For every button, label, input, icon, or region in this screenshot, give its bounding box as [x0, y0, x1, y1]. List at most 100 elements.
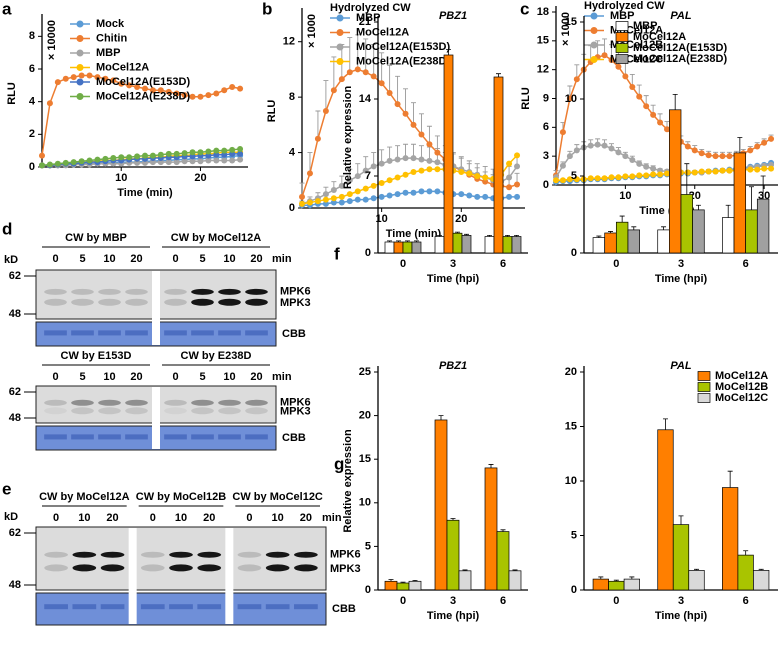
bar [508, 570, 522, 591]
bar [496, 531, 510, 591]
data-point [54, 160, 61, 167]
data-point [418, 131, 425, 138]
data-point [299, 200, 305, 207]
lane-label: 5 [199, 371, 205, 383]
data-point [126, 82, 133, 89]
data-point [410, 121, 417, 128]
data-point [118, 154, 125, 161]
legend-label: MoCel12A [356, 26, 409, 38]
data-point [314, 135, 321, 142]
data-point [322, 108, 329, 114]
y-axis-label: RLU [266, 100, 278, 123]
band [125, 298, 148, 306]
y-tick-label: 20 [359, 410, 371, 422]
y-tick-label: 0 [543, 179, 549, 191]
y-tick-label: 4 [29, 96, 36, 108]
lane-gap [152, 271, 160, 345]
band [71, 407, 94, 415]
band [44, 551, 68, 558]
legend-label: MBP [610, 10, 634, 22]
x-tick-label: 6 [500, 595, 506, 607]
data-point [229, 157, 236, 164]
y-tick-label: 21 [359, 16, 371, 28]
unit-label: min [272, 253, 292, 265]
cbb-band [191, 330, 214, 336]
cbb-band [44, 330, 67, 336]
data-point [126, 154, 133, 161]
bar [615, 221, 629, 254]
data-point [386, 192, 393, 199]
data-point [514, 163, 521, 170]
data-point [712, 168, 719, 175]
bar [680, 194, 693, 254]
data-point [615, 63, 622, 70]
marker-label: 62 [9, 270, 21, 282]
data-point [566, 176, 573, 183]
data-point [657, 171, 664, 178]
y-tick-label: 0 [29, 161, 35, 173]
band [265, 551, 290, 558]
bar [402, 241, 413, 254]
band [72, 564, 97, 572]
data-point [237, 85, 244, 92]
error-bar [400, 581, 406, 584]
group-title: CW by MoCel12A [39, 491, 130, 503]
legend-label: MBP [356, 12, 380, 24]
data-point [213, 90, 220, 97]
error-bar [505, 235, 510, 237]
data-point [636, 160, 643, 167]
data-point [205, 92, 212, 99]
band [140, 564, 165, 572]
band [140, 551, 165, 558]
chart-title: Hydrolyzed CW [330, 2, 411, 14]
cbb-band [71, 330, 94, 336]
legend-marker [76, 35, 84, 42]
bar [393, 241, 404, 254]
data-point [221, 157, 228, 164]
panel-letter: g [334, 454, 344, 473]
data-point [726, 153, 733, 160]
data-point [354, 66, 361, 73]
data-point [94, 156, 101, 163]
error-bar [395, 75, 401, 105]
legend-swatch [697, 393, 711, 403]
data-point [434, 188, 441, 195]
error-bar [661, 226, 667, 230]
data-point [402, 171, 409, 178]
error-bar [315, 110, 321, 139]
data-point [664, 170, 670, 177]
chart-title: PBZ1 [439, 10, 467, 22]
legend-marker [590, 12, 598, 20]
x-tick-label: 10 [115, 172, 127, 184]
band [197, 564, 222, 572]
cbb-band [197, 604, 222, 610]
lane-label: 20 [130, 253, 142, 265]
legend-marker [76, 20, 84, 28]
data-point [615, 149, 622, 156]
error-bar [396, 240, 401, 242]
data-point [134, 83, 141, 90]
legend-label: MoCel12A(E238D) [356, 55, 450, 67]
data-point [629, 173, 636, 180]
data-point [213, 147, 220, 154]
error-bar [743, 550, 749, 556]
y-tick-label: 0 [571, 247, 577, 259]
cbb-band [44, 604, 68, 610]
bar [604, 232, 617, 254]
lane-label: 10 [272, 512, 284, 524]
data-point [573, 176, 580, 183]
marker-label: 48 [9, 412, 21, 424]
data-point [62, 159, 69, 166]
data-point [601, 52, 608, 59]
unit-label: min [272, 371, 292, 383]
data-point [712, 153, 719, 160]
data-point [346, 198, 353, 205]
legend-swatch [615, 43, 629, 53]
band [125, 407, 148, 415]
data-point [221, 147, 228, 154]
data-point [684, 143, 691, 150]
data-point [474, 193, 481, 200]
y-tick-label: 25 [359, 366, 371, 378]
data-point [426, 166, 433, 173]
data-point [458, 168, 465, 175]
